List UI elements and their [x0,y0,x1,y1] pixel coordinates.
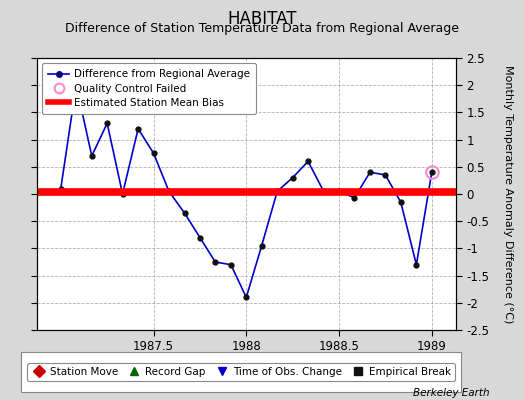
Legend: Difference from Regional Average, Quality Control Failed, Estimated Station Mean: Difference from Regional Average, Qualit… [42,63,256,114]
FancyBboxPatch shape [21,352,461,392]
Text: Difference of Station Temperature Data from Regional Average: Difference of Station Temperature Data f… [65,22,459,35]
Legend: Station Move, Record Gap, Time of Obs. Change, Empirical Break: Station Move, Record Gap, Time of Obs. C… [27,363,455,381]
Y-axis label: Monthly Temperature Anomaly Difference (°C): Monthly Temperature Anomaly Difference (… [503,65,513,323]
Text: Berkeley Earth: Berkeley Earth [413,388,490,398]
Text: HABITAT: HABITAT [227,10,297,28]
